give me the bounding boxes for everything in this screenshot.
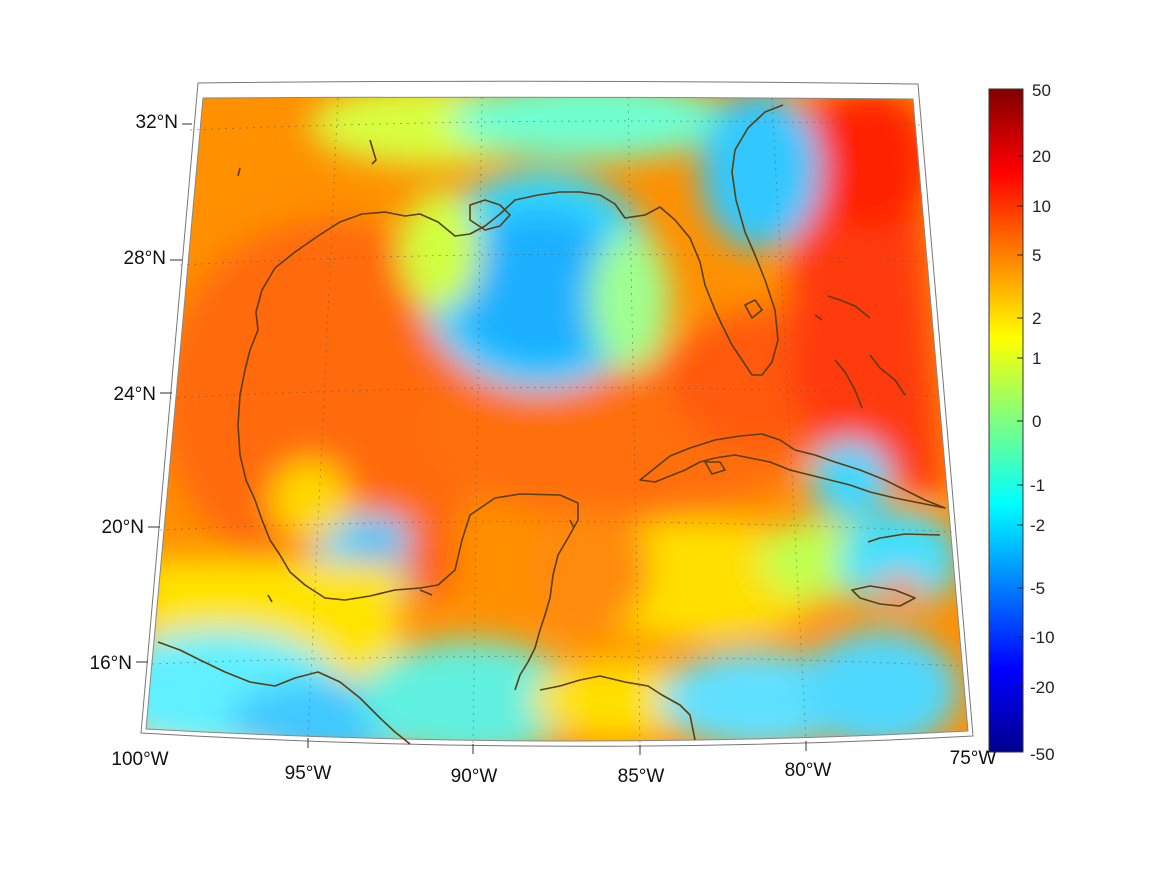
cb-label-m1: -1 — [1030, 476, 1045, 495]
cb-label-2: 2 — [1032, 309, 1041, 328]
cb-label-m10: -10 — [1030, 628, 1055, 647]
lon-label-75: 75°W — [950, 748, 997, 769]
cb-label-1: 1 — [1032, 349, 1041, 368]
lat-label-32: 32°N — [136, 112, 178, 133]
lat-label-20: 20°N — [102, 517, 144, 538]
lon-label-100: 100°W — [111, 749, 168, 770]
lon-label-95: 95°W — [285, 763, 332, 784]
lon-ticks — [307, 738, 807, 755]
lat-label-28: 28°N — [124, 248, 166, 269]
colorbar-labels: 50 20 10 5 2 1 0 -1 -2 -5 -10 -20 -50 — [1030, 81, 1055, 764]
cb-label-m50: -50 — [1030, 745, 1055, 764]
cb-label-m2: -2 — [1030, 516, 1045, 535]
cb-label-20: 20 — [1032, 147, 1051, 166]
coastlines — [157, 104, 946, 745]
colorbar-ticks — [1017, 155, 1023, 688]
lon-label-80: 80°W — [785, 760, 832, 781]
lat-labels: 32°N 28°N 24°N 20°N 16°N — [90, 112, 178, 674]
cb-label-10: 10 — [1032, 197, 1051, 216]
graticule — [151, 96, 963, 746]
lat-label-24: 24°N — [114, 384, 156, 405]
cb-label-50: 50 — [1032, 81, 1051, 100]
lon-label-85: 85°W — [618, 766, 665, 787]
lat-label-16: 16°N — [90, 653, 132, 674]
map-field — [146, 97, 968, 742]
colorbar: 50 20 10 5 2 1 0 -1 -2 -5 -10 -20 -50 — [988, 81, 1055, 764]
map-outer-frame — [140, 80, 974, 747]
cb-label-0: 0 — [1032, 412, 1041, 431]
lon-labels: 100°W 95°W 90°W 85°W 80°W 75°W — [111, 748, 996, 787]
lon-label-90: 90°W — [451, 766, 498, 787]
cb-label-m5: -5 — [1030, 579, 1045, 598]
cb-label-m20: -20 — [1030, 678, 1055, 697]
cb-label-5: 5 — [1032, 246, 1041, 265]
map-frame — [145, 96, 969, 742]
lat-ticks — [136, 123, 192, 663]
